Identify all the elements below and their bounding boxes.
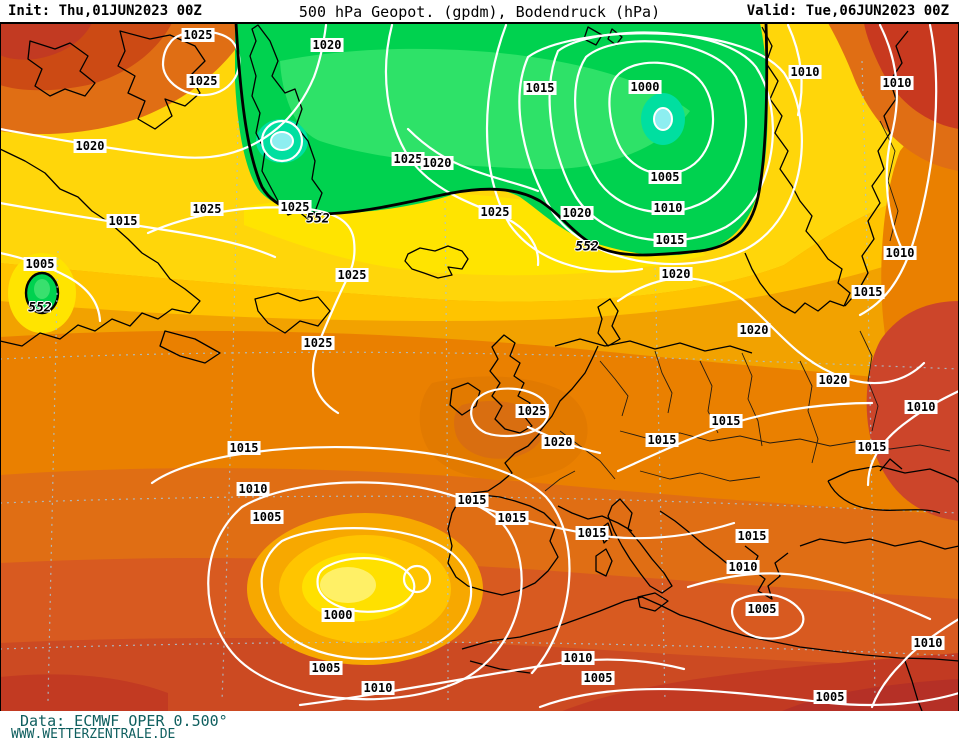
coastlines (0, 24, 959, 712)
footer-bar: Data: ECMWF OPER 0.500° WWW.WETTERZENTRA… (0, 711, 959, 741)
graticule (0, 60, 959, 702)
map-area (0, 22, 959, 712)
map-title: 500 hPa Geopot. (gpdm), Bodendruck (hPa) (298, 3, 661, 21)
geopotential-552-contour (234, 23, 769, 257)
init-datetime: Init: Thu,01JUN2023 00Z (8, 3, 202, 19)
data-source-text: Data: ECMWF OPER 0.500° (20, 712, 228, 730)
valid-datetime: Valid: Tue,06JUN2023 00Z (746, 3, 949, 19)
weather-map-svg (0, 23, 959, 712)
header-bar: Init: Thu,01JUN2023 00Z 500 hPa Geopot. … (0, 0, 959, 22)
website-text: WWW.WETTERZENTRALE.DE (11, 727, 176, 741)
